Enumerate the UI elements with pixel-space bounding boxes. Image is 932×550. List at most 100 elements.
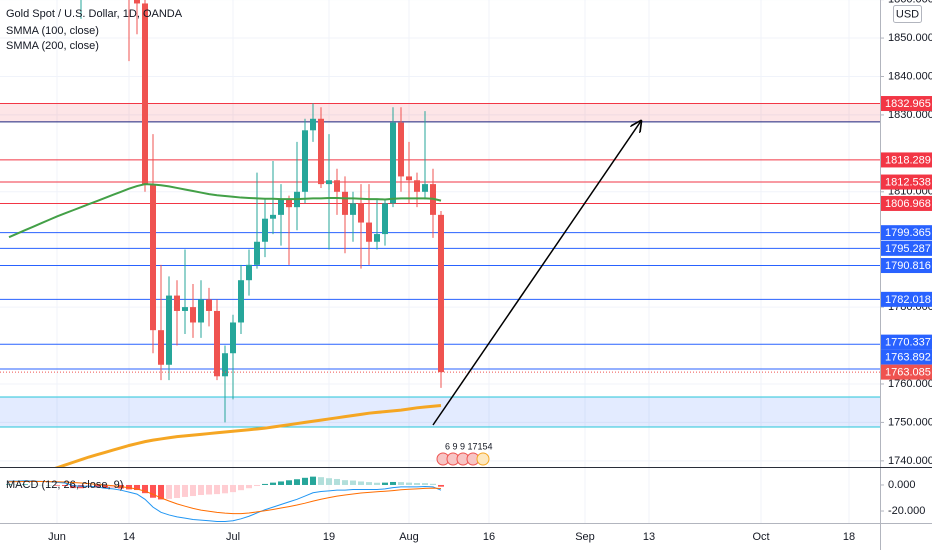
- arrow-annotation: [432, 121, 641, 426]
- macd-histogram-bar: [174, 484, 180, 498]
- macd-histogram-bar: [414, 483, 420, 485]
- price-label: 1799.365: [885, 227, 931, 239]
- candle-body: [150, 184, 156, 331]
- price-label-bg: [881, 240, 932, 256]
- macd-histogram-bar: [126, 484, 132, 490]
- x-tick-label: Oct: [752, 531, 769, 543]
- candle-body: [206, 299, 212, 311]
- macd-histogram-bar: [54, 484, 60, 486]
- macd-histogram-bar: [46, 484, 52, 486]
- macd-histogram-bar: [366, 482, 372, 485]
- macd-pane: [6, 467, 850, 523]
- macd-histogram-bar: [142, 484, 148, 494]
- candle-body: [406, 176, 412, 181]
- macd-histogram-bar: [374, 482, 380, 485]
- macd-histogram-bar: [318, 477, 324, 485]
- candle-body: [246, 264, 252, 281]
- macd-histogram-bar: [342, 480, 348, 485]
- y-tick-label: 1750.000: [888, 416, 932, 428]
- currency-badge[interactable]: [893, 5, 922, 23]
- price-label: 1770.337: [885, 337, 931, 349]
- macd-histogram-bar: [30, 484, 36, 486]
- macd-histogram-bar: [246, 484, 252, 489]
- candle-body: [166, 295, 172, 365]
- candle-body: [142, 3, 148, 185]
- macd-histogram-bar: [358, 481, 364, 485]
- candle-body: [438, 214, 444, 373]
- event-icon: [476, 452, 490, 466]
- event-icons: 6 9 9 17154: [436, 441, 493, 466]
- macd-histogram-bar: [222, 484, 228, 494]
- macd-histogram-bar: [262, 483, 268, 485]
- candle-body: [158, 330, 164, 365]
- price-label: 1795.287: [885, 243, 931, 255]
- macd-histogram-bar: [38, 484, 44, 486]
- x-tick-label: 16: [483, 531, 495, 543]
- x-tick-label: Sep: [575, 531, 595, 543]
- price-label-bg: [881, 349, 932, 365]
- y-tick-label: 1850.000: [888, 32, 932, 44]
- x-tick-label: Jul: [226, 531, 240, 543]
- candle-body: [286, 199, 292, 208]
- smma-line: [8, 183, 442, 239]
- price-label: 1832.965: [885, 98, 931, 110]
- macd-histogram-bar: [438, 484, 444, 487]
- macd-histogram-bar: [190, 484, 196, 497]
- zone: [0, 397, 880, 428]
- candle-body: [262, 218, 268, 242]
- smma-line: [54, 404, 442, 467]
- macd-line: [9, 480, 442, 522]
- price-label: 1818.289: [885, 154, 931, 166]
- candle-body: [382, 203, 388, 235]
- price-label-bg: [881, 334, 932, 350]
- y-tick-label: 1860.000: [888, 0, 932, 6]
- x-tick-label: 19: [323, 531, 335, 543]
- macd-histogram-bar: [14, 484, 20, 485]
- macd-histogram-bar: [390, 481, 396, 485]
- candle-body: [334, 180, 340, 192]
- candle-body: [134, 0, 140, 4]
- price-label-bg: [881, 152, 932, 168]
- macd-histogram-bar: [334, 478, 340, 485]
- macd-histogram-bar: [110, 484, 116, 489]
- price-label: 1782.018: [885, 294, 931, 306]
- zone: [0, 103, 880, 122]
- price-label-bg: [881, 364, 932, 380]
- event-counts: 6 9 9 17154: [445, 441, 493, 451]
- y-tick-label: -20.000: [888, 505, 925, 517]
- macd-histogram-bar: [326, 478, 332, 485]
- macd-histogram-bar: [422, 483, 428, 485]
- candle-body: [190, 307, 196, 323]
- macd-histogram-bar: [150, 484, 156, 498]
- candle-body: [214, 310, 220, 377]
- macd-histogram-bar: [350, 480, 356, 485]
- macd-histogram-bar: [238, 484, 244, 491]
- macd-histogram-bar: [62, 484, 68, 487]
- price-label-bg: [881, 174, 932, 190]
- price-label: 1812.538: [885, 176, 931, 188]
- y-tick-label: 1740.000: [888, 455, 932, 467]
- x-tick-label: Jun: [48, 531, 66, 543]
- macd-histogram-bar: [286, 480, 292, 485]
- macd-histogram-bar: [22, 484, 28, 485]
- candle-body: [326, 180, 332, 185]
- macd-histogram-bar: [158, 484, 164, 500]
- candle-body: [318, 118, 324, 185]
- price-label-bg: [881, 195, 932, 211]
- macd-histogram-bar: [382, 482, 388, 485]
- price-label: 1763.085: [885, 367, 931, 379]
- indicator-label: SMMA (200, close): [6, 40, 99, 52]
- y-tick-label: 1840.000: [888, 70, 932, 82]
- macd-histogram-bar: [406, 482, 412, 485]
- candle-body: [390, 122, 396, 204]
- macd-histogram-bar: [230, 484, 236, 493]
- candle-body: [358, 203, 364, 223]
- price-label-bg: [881, 291, 932, 307]
- macd-histogram-bar: [166, 484, 172, 499]
- candle-body: [198, 299, 204, 323]
- macd-histogram-bar: [94, 484, 100, 488]
- candle-body: [238, 280, 244, 323]
- overlay: 6 9 9 17154 Gold Spot / U.S. Dollar, 1D,…: [6, 5, 922, 491]
- macd-histogram-bar: [182, 484, 188, 497]
